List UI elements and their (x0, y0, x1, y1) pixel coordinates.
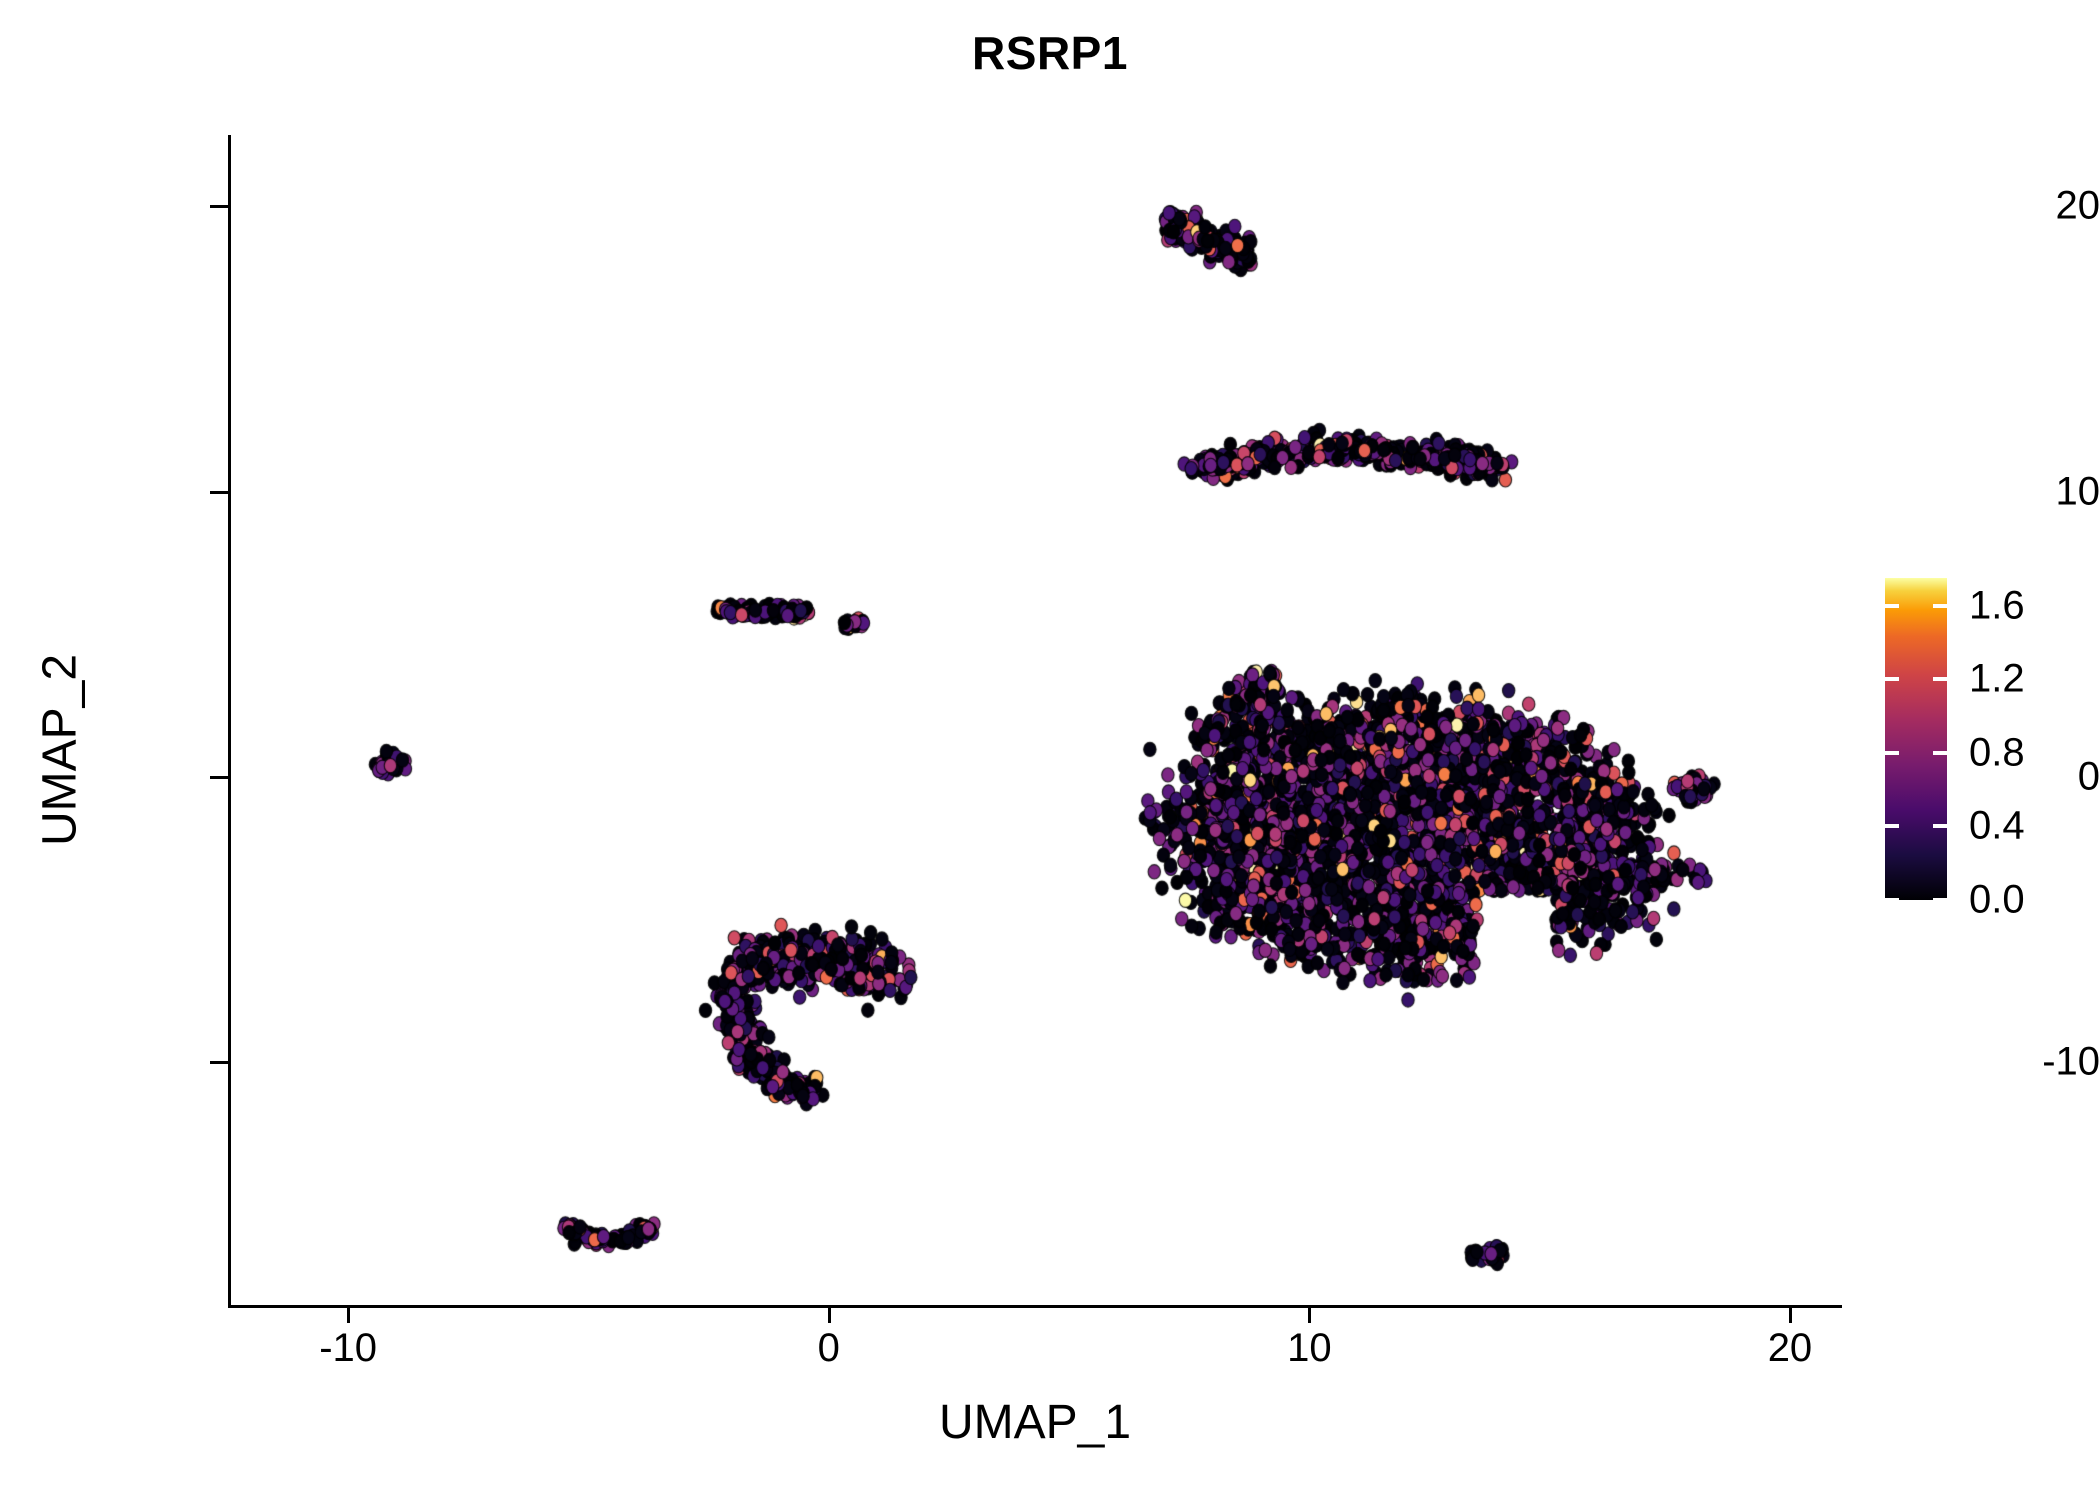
x-axis-label: UMAP_1 (938, 1396, 1132, 1449)
colorbar-tick-label: 1.6 (1969, 583, 2025, 628)
colorbar-tick-mark (1885, 603, 1899, 608)
y-axis-label-wrap: UMAP_2 (0, 0, 200, 1500)
colorbar-tick-label: 1.2 (1969, 656, 2025, 701)
colorbar-tick-mark (1933, 750, 1947, 755)
x-axis-line (228, 1305, 1842, 1308)
y-tick-mark (210, 490, 228, 494)
y-tick-label: 10 (2055, 469, 2100, 514)
colorbar-tick-mark (1885, 898, 1899, 902)
colorbar-tick-mark (1885, 677, 1899, 682)
colorbar-tick-mark (1933, 603, 1947, 608)
y-tick-label: 20 (2055, 183, 2100, 228)
colorbar-tick-label: 0.8 (1969, 730, 2025, 775)
colorbar-tick-label: 0.0 (1969, 877, 2025, 922)
x-tick-mark (827, 1305, 831, 1323)
x-tick-label: 0 (817, 1326, 840, 1370)
y-axis-label: UMAP_2 (33, 653, 87, 847)
colorbar-tick-mark (1933, 898, 1947, 902)
colorbar-tick-mark (1933, 677, 1947, 682)
colorbar-tick-mark (1885, 824, 1899, 829)
y-tick-mark (210, 205, 228, 209)
y-tick-label: -10 (2042, 1039, 2100, 1084)
x-tick-label: 20 (1767, 1326, 1813, 1370)
scatter-layer (228, 135, 1838, 1305)
x-tick-label: -10 (319, 1326, 378, 1370)
colorbar-tick-mark (1885, 750, 1899, 755)
x-tick-mark (1308, 1305, 1312, 1323)
y-axis-line (228, 135, 231, 1305)
x-tick-mark (347, 1305, 351, 1323)
colorbar-tick-mark (1933, 824, 1947, 829)
y-tick-label: 0 (2077, 754, 2100, 799)
colorbar-legend (1885, 578, 1947, 902)
y-tick-mark (210, 776, 228, 780)
x-tick-label: 10 (1287, 1326, 1332, 1370)
y-tick-mark (210, 1061, 228, 1065)
colorbar-gradient (1885, 578, 1947, 900)
page-title: RSRP1 (972, 27, 1128, 79)
colorbar-tick-label: 0.4 (1969, 803, 2025, 848)
x-tick-mark (1788, 1305, 1792, 1323)
